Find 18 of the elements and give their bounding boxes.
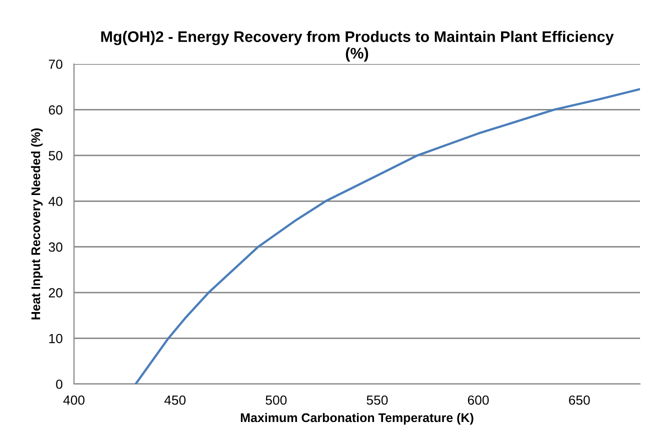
y-tick-label: 70 <box>48 60 62 69</box>
y-tick-label: 60 <box>48 105 62 115</box>
line-series <box>134 88 640 384</box>
y-tick-label: 40 <box>48 196 62 206</box>
x-tick-label: 500 <box>266 395 287 405</box>
x-axis-title: Maximum Carbonation Temperature (K) <box>240 412 474 425</box>
x-tick-label: 650 <box>569 395 590 405</box>
x-tick-label: 550 <box>366 395 388 405</box>
chart-title: Mg(OH)2 - Energy Recovery from Products to Maintain Plant Efficiency (%) <box>101 30 614 62</box>
y-tick-label: 20 <box>48 288 62 298</box>
y-axis-title: Heat Input Recovery Needed (%) <box>31 128 43 320</box>
y-tick-label: 30 <box>48 242 62 252</box>
x-tick-label: 400 <box>63 395 84 405</box>
y-tick-label: 0 <box>56 380 62 389</box>
x-tick-label: 600 <box>468 395 489 405</box>
x-tick-label: 450 <box>164 395 186 405</box>
y-tick-label: 10 <box>49 334 62 344</box>
y-tick-label: 50 <box>48 150 62 160</box>
